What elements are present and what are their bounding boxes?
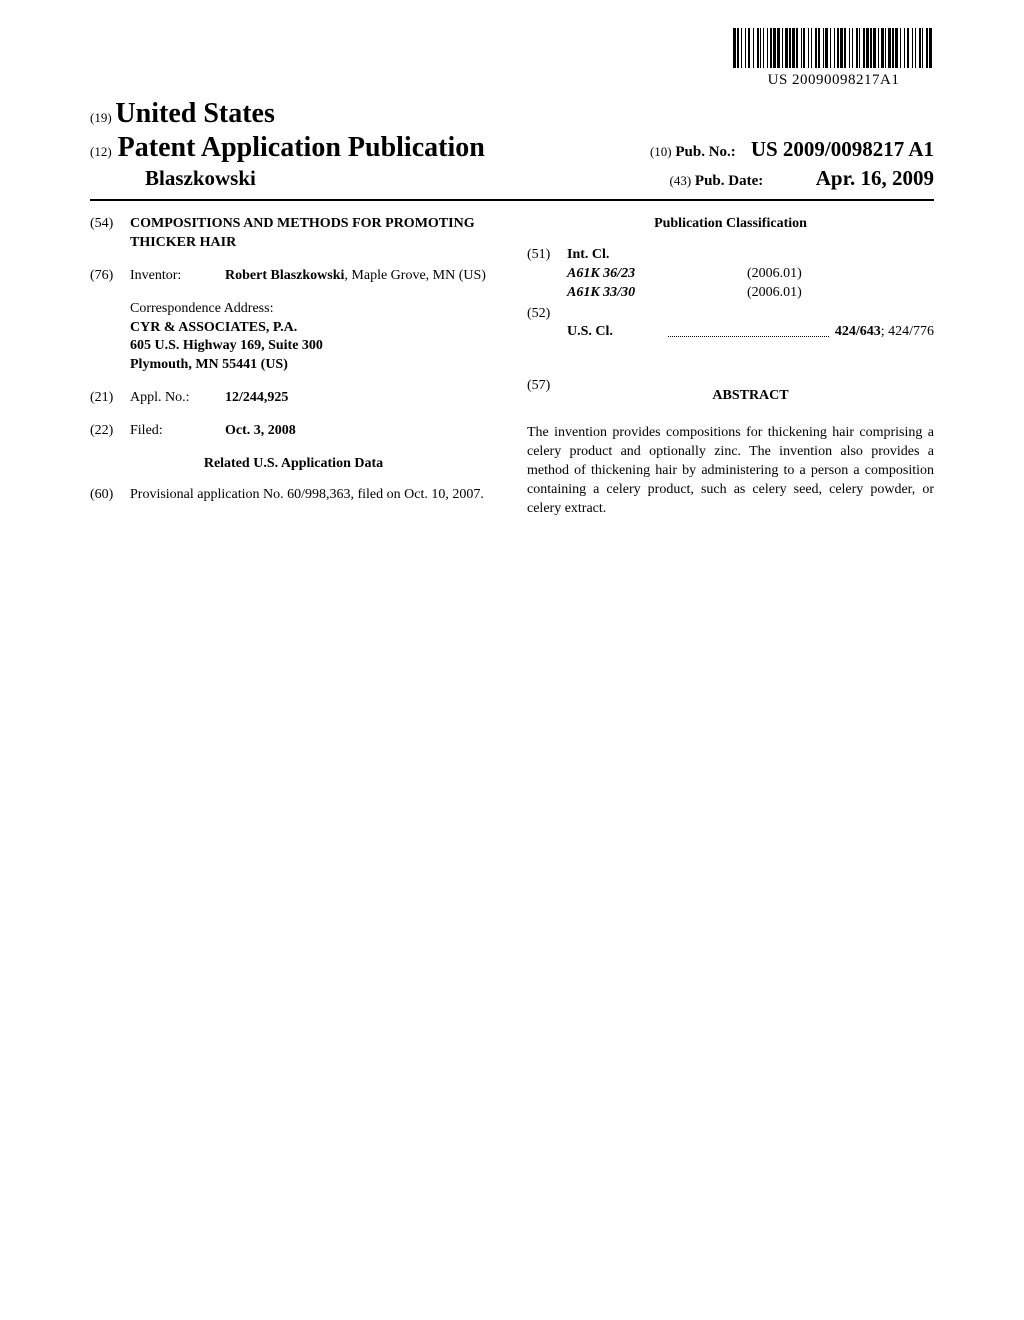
kind: Patent Application Publication bbox=[118, 132, 485, 164]
uscl-field: (52) U.S. Cl. 424/643; 424/776 bbox=[527, 305, 934, 364]
intcl-2-ver: (2006.01) bbox=[747, 284, 802, 303]
related-heading: Related U.S. Application Data bbox=[90, 455, 497, 474]
columns: (54) COMPOSITIONS AND METHODS FOR PROMOT… bbox=[90, 215, 934, 519]
uscl-value: U.S. Cl. 424/643; 424/776 bbox=[567, 323, 934, 342]
date-label: Pub. Date: bbox=[695, 173, 763, 189]
pubno-label: Pub. No.: bbox=[675, 144, 735, 160]
filed-field: (22) Filed: Oct. 3, 2008 bbox=[90, 422, 497, 441]
left-column: (54) COMPOSITIONS AND METHODS FOR PROMOT… bbox=[90, 215, 497, 519]
inventor-value: Robert Blaszkowski, Maple Grove, MN (US) bbox=[225, 267, 497, 286]
right-column: Publication Classification (51) Int. Cl.… bbox=[527, 215, 934, 519]
uscl-dots bbox=[668, 323, 829, 338]
title-code: (54) bbox=[90, 215, 130, 253]
pubno: US 2009/0098217 A1 bbox=[751, 137, 934, 161]
inventor-code: (76) bbox=[90, 267, 130, 286]
date-block: (43) Pub. Date: Apr. 16, 2009 bbox=[670, 166, 935, 191]
barcode-block: US 20090098217A1 bbox=[733, 28, 934, 89]
applno-field: (21) Appl. No.: 12/244,925 bbox=[90, 389, 497, 408]
filed-value: Oct. 3, 2008 bbox=[225, 422, 497, 441]
uscl-secondary: ; 424/776 bbox=[881, 323, 934, 342]
kind-code: (12) bbox=[90, 144, 112, 160]
pub-date: Apr. 16, 2009 bbox=[816, 166, 934, 190]
filed-label: Filed: bbox=[130, 422, 225, 441]
applno-code: (21) bbox=[90, 389, 130, 408]
inventor-name: Robert Blaszkowski bbox=[225, 268, 344, 283]
author-line: Blaszkowski (43) Pub. Date: Apr. 16, 200… bbox=[90, 166, 934, 191]
intcl-value: Int. Cl. A61K 36/23 (2006.01) A61K 33/30… bbox=[567, 246, 934, 303]
corr-line1: CYR & ASSOCIATES, P.A. bbox=[130, 319, 497, 338]
title-field: (54) COMPOSITIONS AND METHODS FOR PROMOT… bbox=[90, 215, 497, 253]
uscl-code: (52) bbox=[527, 305, 567, 364]
pub-left: (12) Patent Application Publication bbox=[90, 132, 485, 164]
prov-text: Provisional application No. 60/998,363, … bbox=[130, 486, 497, 505]
header-rule bbox=[90, 199, 934, 201]
inventor-field: (76) Inventor: Robert Blaszkowski, Maple… bbox=[90, 267, 497, 286]
intcl-1-code: A61K 36/23 bbox=[567, 265, 747, 284]
date-code: (43) bbox=[670, 173, 692, 188]
inventor-loc: , Maple Grove, MN (US) bbox=[344, 268, 486, 283]
applno-label: Appl. No.: bbox=[130, 389, 225, 408]
corr-line2: 605 U.S. Highway 169, Suite 300 bbox=[130, 337, 497, 356]
intcl-code: (51) bbox=[527, 246, 567, 303]
correspondence: Correspondence Address: CYR & ASSOCIATES… bbox=[130, 300, 497, 376]
abstract-text: The invention provides compositions for … bbox=[527, 424, 934, 518]
abstract-heading: ABSTRACT bbox=[567, 387, 934, 406]
country-line: (19) United States bbox=[90, 98, 934, 130]
applno-value: 12/244,925 bbox=[225, 389, 497, 408]
prov-code: (60) bbox=[90, 486, 130, 505]
intcl-field: (51) Int. Cl. A61K 36/23 (2006.01) A61K … bbox=[527, 246, 934, 303]
country-code: (19) bbox=[90, 110, 112, 125]
author: Blaszkowski bbox=[145, 166, 256, 191]
uscl-label: U.S. Cl. bbox=[567, 323, 662, 342]
barcode-graphic bbox=[733, 28, 934, 68]
country: United States bbox=[115, 98, 274, 129]
intcl-1-ver: (2006.01) bbox=[747, 265, 802, 284]
intcl-label: Int. Cl. bbox=[567, 247, 609, 262]
uscl-primary: 424/643 bbox=[835, 323, 881, 342]
corr-line3: Plymouth, MN 55441 (US) bbox=[130, 356, 497, 375]
classification-heading: Publication Classification bbox=[527, 215, 934, 234]
corr-label: Correspondence Address: bbox=[130, 300, 497, 319]
barcode-text: US 20090098217A1 bbox=[733, 72, 934, 89]
intcl-2-code: A61K 33/30 bbox=[567, 284, 747, 303]
pubno-code: (10) bbox=[650, 144, 672, 159]
invention-title: COMPOSITIONS AND METHODS FOR PROMOTING T… bbox=[130, 215, 497, 253]
pub-right: (10) Pub. No.: US 2009/0098217 A1 bbox=[650, 137, 934, 162]
provisional-field: (60) Provisional application No. 60/998,… bbox=[90, 486, 497, 505]
abstract-code: (57) bbox=[527, 377, 567, 416]
abstract-heading-line: (57) ABSTRACT bbox=[527, 377, 934, 416]
header: (19) United States (12) Patent Applicati… bbox=[90, 98, 934, 201]
filed-code: (22) bbox=[90, 422, 130, 441]
inventor-label: Inventor: bbox=[130, 267, 225, 286]
publication-line: (12) Patent Application Publication (10)… bbox=[90, 132, 934, 164]
